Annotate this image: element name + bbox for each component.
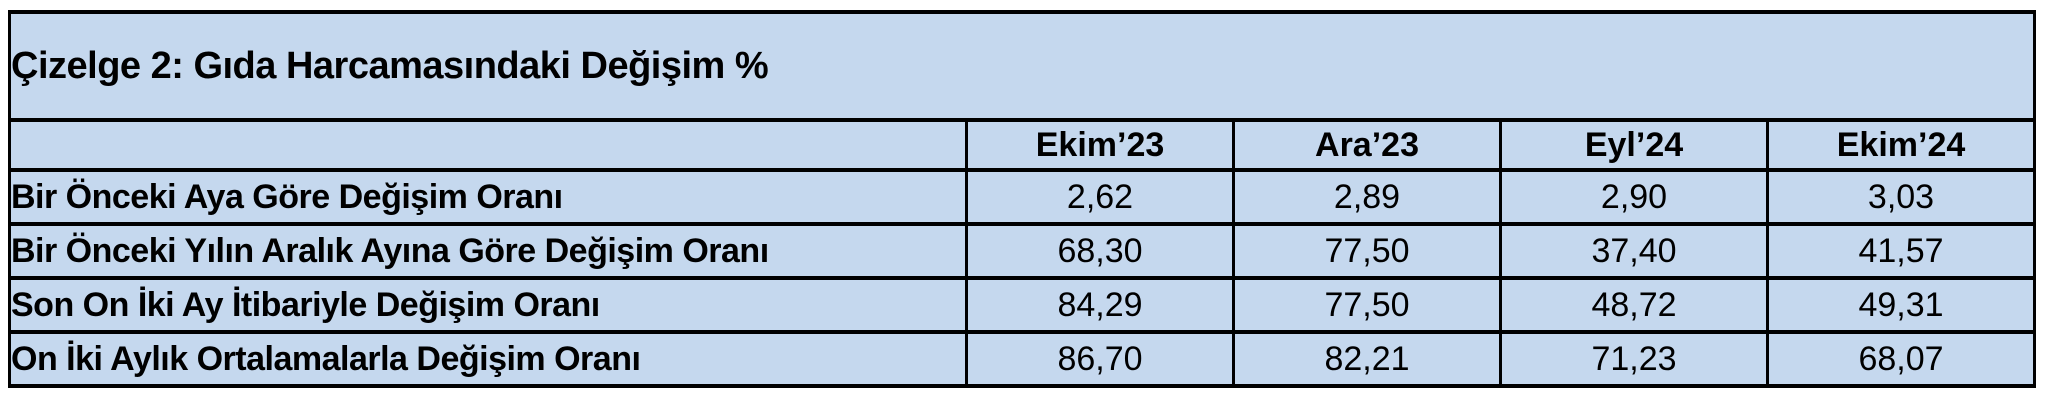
table-row: On İki Aylık Ortalamalarla Değişim Oranı… [8, 330, 2037, 388]
column-header-eyl24: Eyl’24 [1499, 118, 1769, 172]
value-cell: 68,07 [1765, 330, 2037, 388]
value-cell: 2,89 [1232, 168, 1502, 226]
row-label: Bir Önceki Yılın Aralık Ayına Göre Değiş… [8, 222, 968, 280]
row-label: Son On İki Ay İtibariyle Değişim Oranı [8, 276, 968, 334]
value-cell: 68,30 [965, 222, 1235, 280]
value-cell: 2,90 [1499, 168, 1769, 226]
value-cell: 3,03 [1765, 168, 2037, 226]
column-header-ekim24: Ekim’24 [1765, 118, 2037, 172]
value-cell: 48,72 [1499, 276, 1769, 334]
value-cell: 86,70 [965, 330, 1235, 388]
value-cell: 82,21 [1232, 330, 1502, 388]
value-cell: 37,40 [1499, 222, 1769, 280]
title-row: Çizelge 2: Gıda Harcamasındaki Değişim % [7, 10, 2037, 122]
row-label: Bir Önceki Aya Göre Değişim Oranı [8, 168, 968, 226]
header-empty-cell [8, 118, 968, 172]
table-row: Bir Önceki Yılın Aralık Ayına Göre Değiş… [8, 222, 2037, 280]
row-label: On İki Aylık Ortalamalarla Değişim Oranı [8, 330, 968, 388]
column-header-ekim23: Ekim’23 [965, 118, 1235, 172]
value-cell: 77,50 [1232, 276, 1502, 334]
header-row: Ekim’23 Ara’23 Eyl’24 Ekim’24 [8, 118, 2037, 172]
column-header-ara23: Ara’23 [1232, 118, 1502, 172]
value-cell: 49,31 [1765, 276, 2037, 334]
value-cell: 77,50 [1232, 222, 1502, 280]
table-row: Son On İki Ay İtibariyle Değişim Oranı 8… [8, 276, 2037, 334]
value-cell: 84,29 [965, 276, 1235, 334]
table-title: Çizelge 2: Gıda Harcamasındaki Değişim % [7, 10, 2037, 122]
value-cell: 71,23 [1499, 330, 1769, 388]
value-cell: 2,62 [965, 168, 1235, 226]
value-cell: 41,57 [1765, 222, 2037, 280]
food-expenditure-table: Çizelge 2: Gıda Harcamasındaki Değişim %… [7, 10, 2037, 388]
table-row: Bir Önceki Aya Göre Değişim Oranı 2,62 2… [8, 168, 2037, 226]
